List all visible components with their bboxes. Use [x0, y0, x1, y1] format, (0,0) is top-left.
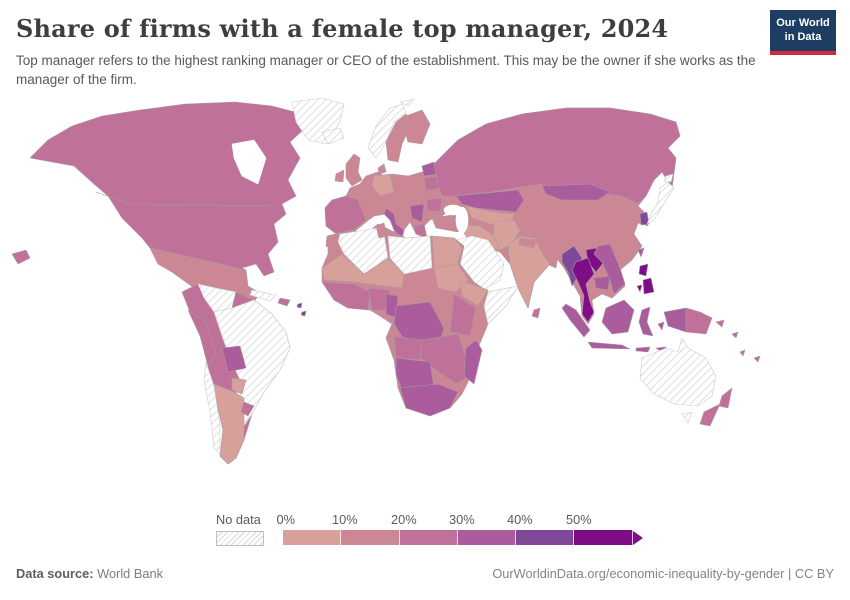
country-balkans[interactable] [409, 203, 425, 223]
footer-separator: | [788, 566, 795, 581]
country-tunisia[interactable] [375, 222, 388, 239]
country-philippines[interactable] [636, 263, 655, 295]
country-kenya-tanzania[interactable] [449, 293, 477, 337]
legend-bin-0-10[interactable] [283, 530, 342, 545]
chart-footer: Data source: World Bank OurWorldinData.o… [16, 566, 834, 581]
no-data-label: No data [216, 512, 261, 527]
country-denmark[interactable] [377, 163, 387, 175]
country-nepal[interactable] [518, 237, 537, 249]
country-vanuatu[interactable] [739, 349, 746, 357]
legend-tick-labels: 0% 10% 20% 30% 40% 50% [277, 512, 663, 530]
country-vietnam[interactable] [593, 243, 626, 295]
country-angola[interactable] [393, 335, 423, 361]
owid-logo-line1: Our World [776, 17, 830, 29]
legend-bin-10-20[interactable] [341, 530, 400, 545]
map-container [10, 96, 840, 493]
country-new-zealand[interactable] [699, 387, 733, 427]
country-germany[interactable] [371, 173, 395, 197]
country-india[interactable] [507, 235, 551, 309]
black-sea [443, 204, 463, 216]
data-source: Data source: World Bank [16, 566, 163, 581]
country-thailand[interactable] [571, 257, 595, 323]
country-ethiopia[interactable] [459, 279, 489, 307]
country-mongolia[interactable] [541, 183, 611, 201]
map-legend: No data 0% 10% 20% 30% 40% 50% [216, 512, 663, 546]
country-russia[interactable] [433, 107, 681, 205]
country-australia[interactable] [639, 337, 717, 424]
legend-tick-20: 20% [391, 512, 417, 527]
country-argentina[interactable] [213, 383, 245, 465]
legend-bin-30-40[interactable] [457, 530, 517, 545]
legend-tick-0: 0% [276, 512, 296, 527]
country-romania[interactable] [425, 197, 443, 213]
country-paraguay[interactable] [231, 377, 247, 395]
footer-link[interactable]: OurWorldinData.org/economic-inequality-b… [492, 566, 785, 581]
country-south-africa[interactable] [399, 383, 459, 417]
chart-header: Share of firms with a female top manager… [0, 0, 850, 90]
legend-bin-50-plus[interactable] [574, 530, 633, 545]
country-united-kingdom[interactable] [345, 153, 363, 187]
country-zambia-zimbabwe-mozambique[interactable] [419, 333, 473, 385]
country-egypt[interactable] [431, 235, 463, 269]
legend-tick-30: 30% [449, 512, 475, 527]
page-title: Share of firms with a female top manager… [16, 14, 669, 43]
legend-bar-group: 0% 10% 20% 30% 40% 50% [277, 512, 663, 545]
legend-tick-50: 50% [566, 512, 592, 527]
legend-color-bar [283, 530, 663, 545]
country-bolivia[interactable] [221, 345, 247, 373]
data-source-label: Data source: [16, 566, 94, 581]
country-brazil[interactable] [213, 299, 291, 427]
no-data-swatch[interactable] [216, 531, 264, 546]
country-sahel[interactable] [321, 253, 405, 289]
country-libya[interactable] [387, 235, 433, 275]
country-spain-portugal[interactable] [324, 195, 367, 234]
country-peru[interactable] [187, 309, 217, 367]
footer-license: CC BY [794, 566, 834, 581]
country-cambodia[interactable] [593, 275, 611, 291]
legend-arrow-icon [632, 530, 643, 545]
data-source-value: World Bank [97, 566, 164, 581]
owid-logo-line2: in Data [784, 31, 822, 44]
country-cuba[interactable] [249, 289, 277, 302]
country-svalbard[interactable] [399, 98, 415, 107]
country-hispaniola[interactable] [277, 297, 291, 307]
chart-subtitle: Top manager refers to the highest rankin… [16, 53, 756, 87]
owid-logo-accent-bar [770, 50, 836, 55]
country-west-africa[interactable] [321, 281, 371, 311]
country-chile[interactable] [203, 361, 221, 455]
country-madagascar[interactable] [463, 339, 483, 385]
legend-bin-40-50[interactable] [516, 530, 575, 545]
us-canada-border [95, 191, 279, 207]
country-iceland[interactable] [321, 127, 345, 145]
country-bangladesh[interactable] [548, 255, 559, 269]
legend-bin-20-30[interactable] [399, 530, 458, 545]
country-malaysia-borneo[interactable] [601, 299, 635, 335]
world-map [11, 97, 761, 465]
country-south-korea[interactable] [639, 211, 650, 226]
country-finland[interactable] [403, 109, 431, 145]
owid-logo-text: Our World in Data [770, 10, 836, 51]
hudson-bay [231, 139, 267, 185]
country-solomon-islands[interactable] [731, 331, 739, 339]
country-fiji[interactable] [753, 355, 761, 363]
country-lesser-antilles[interactable] [296, 302, 307, 317]
country-sri-lanka[interactable] [531, 307, 541, 319]
country-uruguay[interactable] [240, 401, 255, 417]
owid-logo: Our World in Data [770, 10, 836, 55]
legend-tick-10: 10% [332, 512, 358, 527]
country-kazakhstan[interactable] [455, 189, 525, 213]
country-greece[interactable] [413, 223, 428, 239]
country-somalia[interactable] [483, 285, 519, 325]
country-pacific-fragment[interactable] [11, 249, 31, 265]
country-united-states-canada[interactable] [29, 101, 304, 277]
legend-tick-40: 40% [507, 512, 533, 527]
country-papua-new-guinea[interactable] [685, 307, 725, 335]
country-ireland[interactable] [334, 169, 345, 183]
legend-no-data: No data [216, 512, 264, 546]
footer-link-license: OurWorldinData.org/economic-inequality-b… [492, 566, 834, 581]
country-taiwan[interactable] [637, 247, 645, 258]
country-norway[interactable] [367, 103, 407, 159]
country-japan[interactable] [646, 173, 675, 225]
